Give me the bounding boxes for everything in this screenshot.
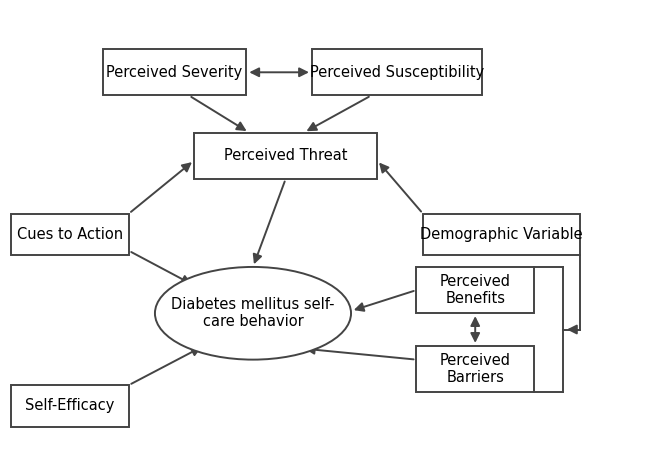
FancyBboxPatch shape — [416, 346, 534, 392]
FancyBboxPatch shape — [194, 133, 377, 179]
Text: Diabetes mellitus self-
care behavior: Diabetes mellitus self- care behavior — [171, 297, 334, 330]
Text: Self-Efficacy: Self-Efficacy — [25, 399, 114, 414]
Text: Perceived Threat: Perceived Threat — [224, 148, 348, 163]
Text: Demographic Variable: Demographic Variable — [420, 227, 582, 242]
Text: Perceived
Barriers: Perceived Barriers — [440, 353, 511, 385]
Text: Perceived Susceptibility: Perceived Susceptibility — [309, 65, 484, 80]
Text: Perceived Severity: Perceived Severity — [106, 65, 243, 80]
Ellipse shape — [155, 267, 351, 360]
FancyBboxPatch shape — [312, 49, 482, 96]
FancyBboxPatch shape — [416, 267, 534, 313]
FancyBboxPatch shape — [11, 385, 129, 427]
Text: Cues to Action: Cues to Action — [17, 227, 123, 242]
FancyBboxPatch shape — [11, 214, 129, 255]
Text: Perceived
Benefits: Perceived Benefits — [440, 274, 511, 306]
FancyBboxPatch shape — [423, 214, 580, 255]
FancyBboxPatch shape — [102, 49, 247, 96]
